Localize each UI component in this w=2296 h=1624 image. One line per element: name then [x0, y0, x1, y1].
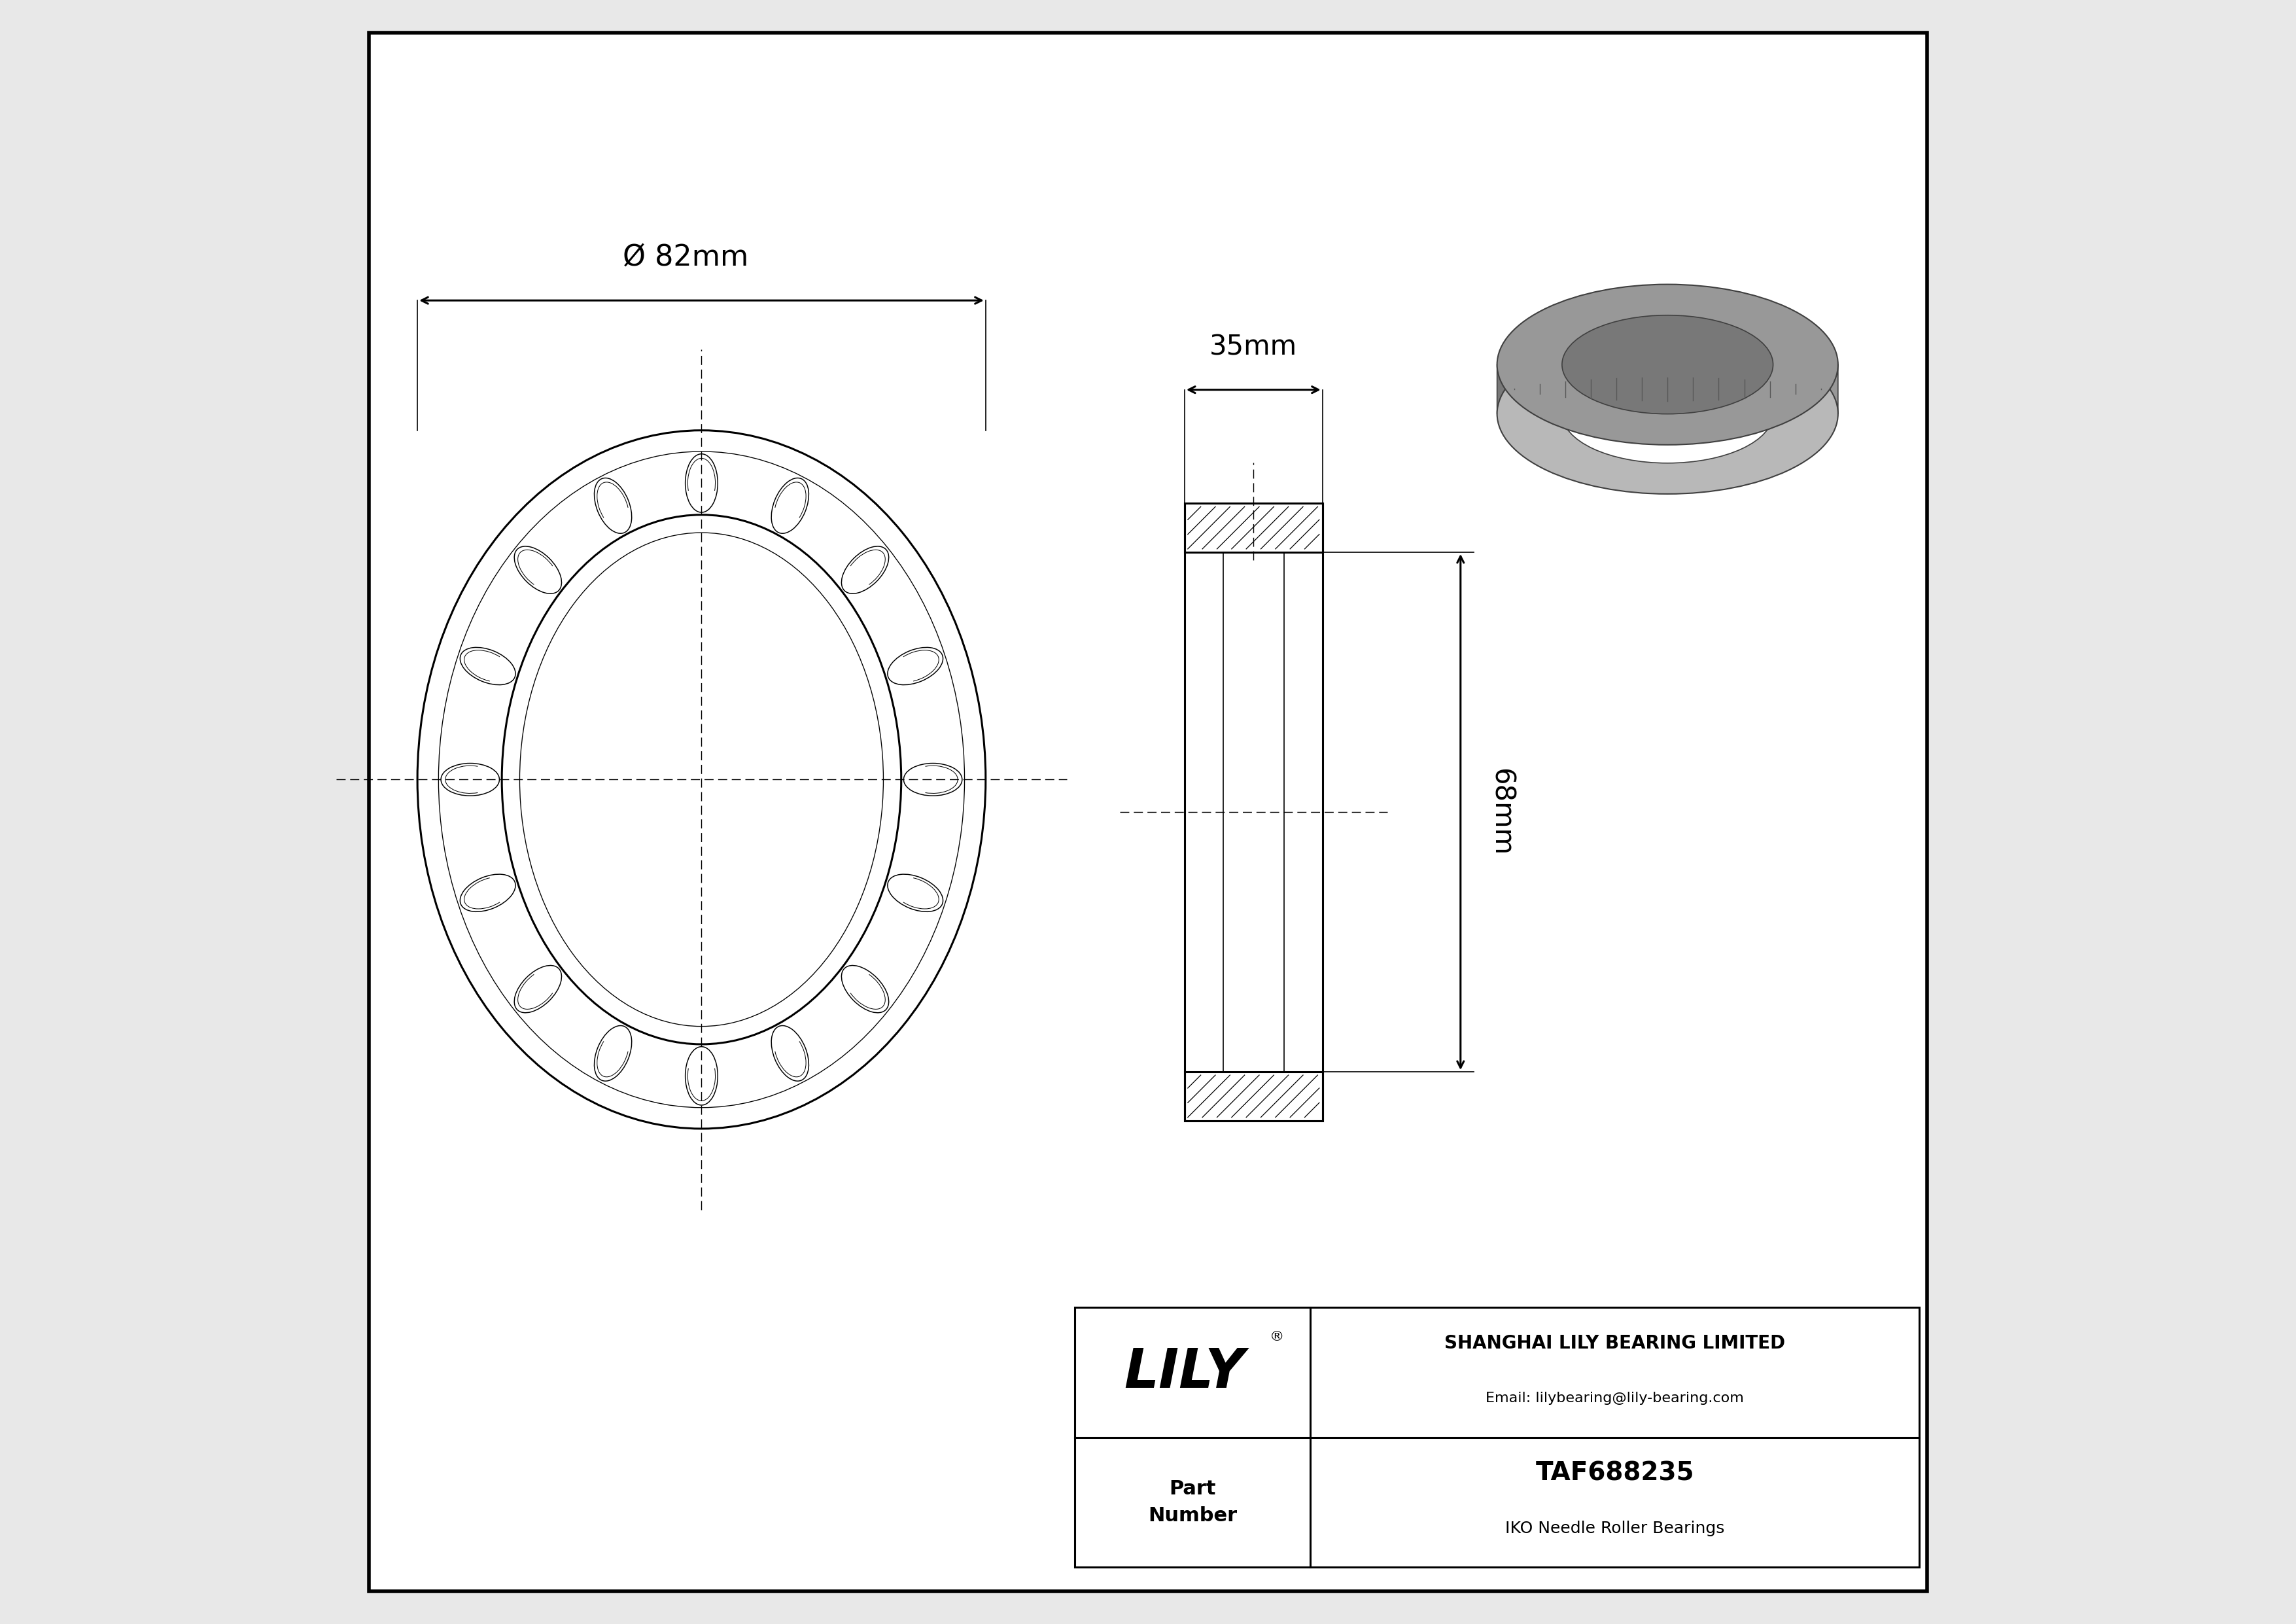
Bar — [1075, 1307, 1919, 1567]
Text: Part
Number: Part Number — [1148, 1479, 1238, 1525]
Bar — [1185, 503, 1322, 1121]
Text: ®: ® — [1270, 1330, 1283, 1343]
Polygon shape — [1497, 361, 1561, 414]
Text: 35mm: 35mm — [1210, 333, 1297, 361]
Text: SHANGHAI LILY BEARING LIMITED: SHANGHAI LILY BEARING LIMITED — [1444, 1333, 1786, 1353]
Ellipse shape — [1497, 333, 1839, 494]
Text: IKO Needle Roller Bearings: IKO Needle Roller Bearings — [1506, 1520, 1724, 1536]
Text: Email: lilybearing@lily-bearing.com: Email: lilybearing@lily-bearing.com — [1486, 1392, 1745, 1405]
Text: 68mm: 68mm — [1488, 768, 1515, 856]
Text: TAF688235: TAF688235 — [1536, 1460, 1694, 1486]
Polygon shape — [1773, 361, 1839, 414]
Ellipse shape — [1561, 364, 1773, 463]
Ellipse shape — [1497, 284, 1839, 445]
Text: LILY: LILY — [1125, 1346, 1244, 1398]
Ellipse shape — [1561, 315, 1773, 414]
Bar — [1185, 503, 1322, 552]
FancyBboxPatch shape — [370, 32, 1926, 1592]
Bar — [1185, 1072, 1322, 1121]
Text: Ø 82mm: Ø 82mm — [622, 244, 748, 271]
